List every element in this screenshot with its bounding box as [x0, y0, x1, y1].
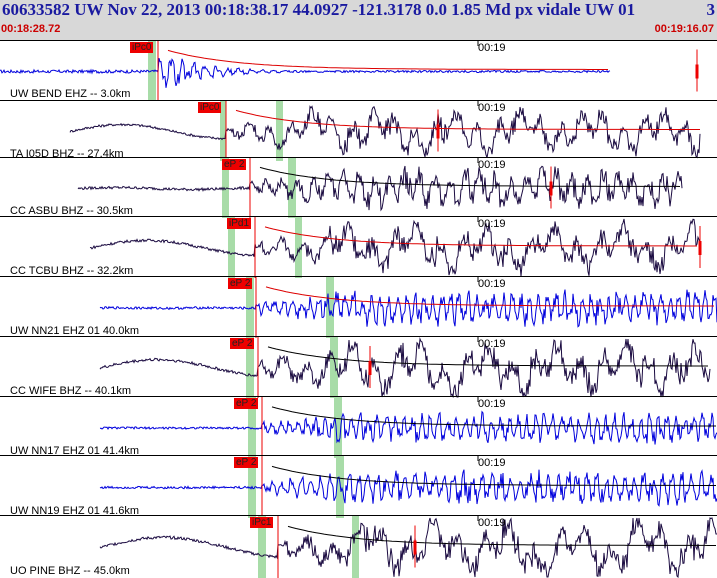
seismic-trace [99, 517, 717, 578]
seismic-trace [69, 105, 701, 159]
analysis-window [276, 101, 283, 161]
time-tick-label: 00:19 [478, 457, 506, 469]
station-label: CC WIFE BHZ -- 40.1km [10, 385, 132, 397]
waveform-plot [77, 158, 683, 218]
seismogram-panel[interactable]: iPc1 00:19 UO PINE BHZ -- 45.0km [0, 515, 717, 578]
coda-fit-line [271, 465, 716, 486]
coda-fit-line [167, 49, 608, 70]
time-start-label: 00:18:28.72 [1, 23, 61, 35]
coda-end-marker-bar [698, 241, 702, 255]
time-tick-label: 00:19 [478, 338, 506, 350]
phase-pick-label[interactable]: eP 2 [230, 338, 255, 349]
station-label: UW NN17 EHZ 01 41.4km [10, 445, 139, 457]
station-label: UW NN21 EHZ 01 40.0km [10, 325, 139, 337]
coda-end-marker-bar [436, 124, 440, 139]
time-tick-label: 00:19 [478, 102, 506, 114]
waveform-plot [89, 217, 702, 278]
coda-end-marker-bar [413, 540, 417, 555]
coda-end-marker-bar [549, 181, 553, 196]
phase-pick-label[interactable]: iPc1 [250, 517, 274, 528]
time-tick-label: 00:19 [478, 218, 506, 230]
coda-fit-line [271, 406, 716, 427]
phase-pick-label[interactable]: eP 2 [222, 159, 247, 170]
seismic-trace [77, 165, 683, 212]
analysis-window [222, 158, 229, 218]
waveform-plot [99, 397, 717, 458]
time-tick-label: 00:19 [478, 42, 506, 54]
analysis-window [330, 337, 338, 398]
seismogram-panel[interactable]: eP 2 00:19 CC WIFE BHZ -- 40.1km [0, 336, 717, 398]
station-label: CC TCBU BHZ -- 32.2km [10, 265, 134, 277]
waveform-plot [99, 337, 711, 398]
header-bar: 60633582 UW Nov 22, 2013 00:18:38.17 44.… [0, 0, 717, 40]
seismogram-panel[interactable]: eP 2 00:19 UW NN19 EHZ 01 41.6km [0, 455, 717, 518]
waveform-plot [69, 101, 701, 161]
waveform-plot [99, 516, 717, 578]
time-tick-label: 00:19 [478, 278, 506, 290]
station-label: UO PINE BHZ -- 45.0km [10, 565, 130, 577]
analysis-window [220, 101, 226, 161]
coda-fit-line [265, 286, 714, 307]
phase-pick-label[interactable]: eP 2 [228, 278, 253, 289]
phase-pick-label[interactable]: iPd1 [227, 218, 252, 229]
coda-fit-line [235, 109, 700, 130]
coda-fit-line [267, 346, 708, 367]
coda-fit-line [287, 525, 716, 546]
coda-fit-line [264, 226, 697, 247]
seismic-trace [99, 410, 717, 445]
time-tick-label: 00:19 [478, 398, 506, 410]
analysis-window [246, 337, 254, 398]
seismic-trace [99, 289, 717, 328]
seismic-trace [99, 469, 717, 507]
seismic-trace [0, 57, 611, 88]
analysis-window [352, 516, 359, 578]
time-tick-label: 00:19 [478, 159, 506, 171]
phase-pick-label[interactable]: eP 2 [234, 457, 259, 468]
phase-pick-label[interactable]: iPc0 [198, 102, 222, 113]
seismogram-panel[interactable]: iPc0 00:19 UW BEND EHZ -- 3.0km [0, 40, 717, 101]
analysis-window [228, 217, 235, 278]
waveform-plot [99, 456, 717, 518]
station-label: CC ASBU BHZ -- 30.5km [10, 205, 133, 217]
analysis-window [295, 217, 302, 278]
event-page-number: 3 [706, 0, 716, 19]
coda-fit-line [259, 166, 681, 187]
analysis-window [258, 516, 266, 578]
seismogram-panel[interactable]: eP 2 00:19 CC ASBU BHZ -- 30.5km [0, 157, 717, 218]
seismogram-panel[interactable]: iPd1 00:19 CC TCBU BHZ -- 32.2km [0, 216, 717, 278]
analysis-window [334, 397, 342, 458]
waveform-plot [99, 277, 717, 338]
seismogram-panel[interactable]: eP 2 00:19 UW NN21 EHZ 01 40.0km [0, 276, 717, 338]
seismogram-panel[interactable]: eP 2 00:19 UW NN17 EHZ 01 41.4km [0, 396, 717, 458]
event-title: 60633582 UW Nov 22, 2013 00:18:38.17 44.… [2, 0, 636, 19]
seismic-trace [89, 218, 701, 277]
analysis-window [288, 158, 296, 218]
coda-end-marker-bar [368, 361, 372, 375]
seismogram-panel[interactable]: iPc0 00:19 TA I05D BHZ -- 27.4km [0, 100, 717, 161]
waveform-plot [0, 41, 699, 101]
seismic-trace [99, 337, 711, 398]
analysis-window [326, 277, 334, 338]
time-tick-label: 00:19 [478, 517, 506, 529]
phase-pick-label[interactable]: eP 2 [234, 398, 259, 409]
time-end-label: 00:19:16.07 [654, 23, 714, 35]
station-label: UW NN19 EHZ 01 41.6km [10, 505, 139, 517]
phase-pick-label[interactable]: iPc0 [130, 42, 154, 53]
station-label: UW BEND EHZ -- 3.0km [10, 88, 131, 100]
coda-end-marker-bar [695, 64, 699, 79]
